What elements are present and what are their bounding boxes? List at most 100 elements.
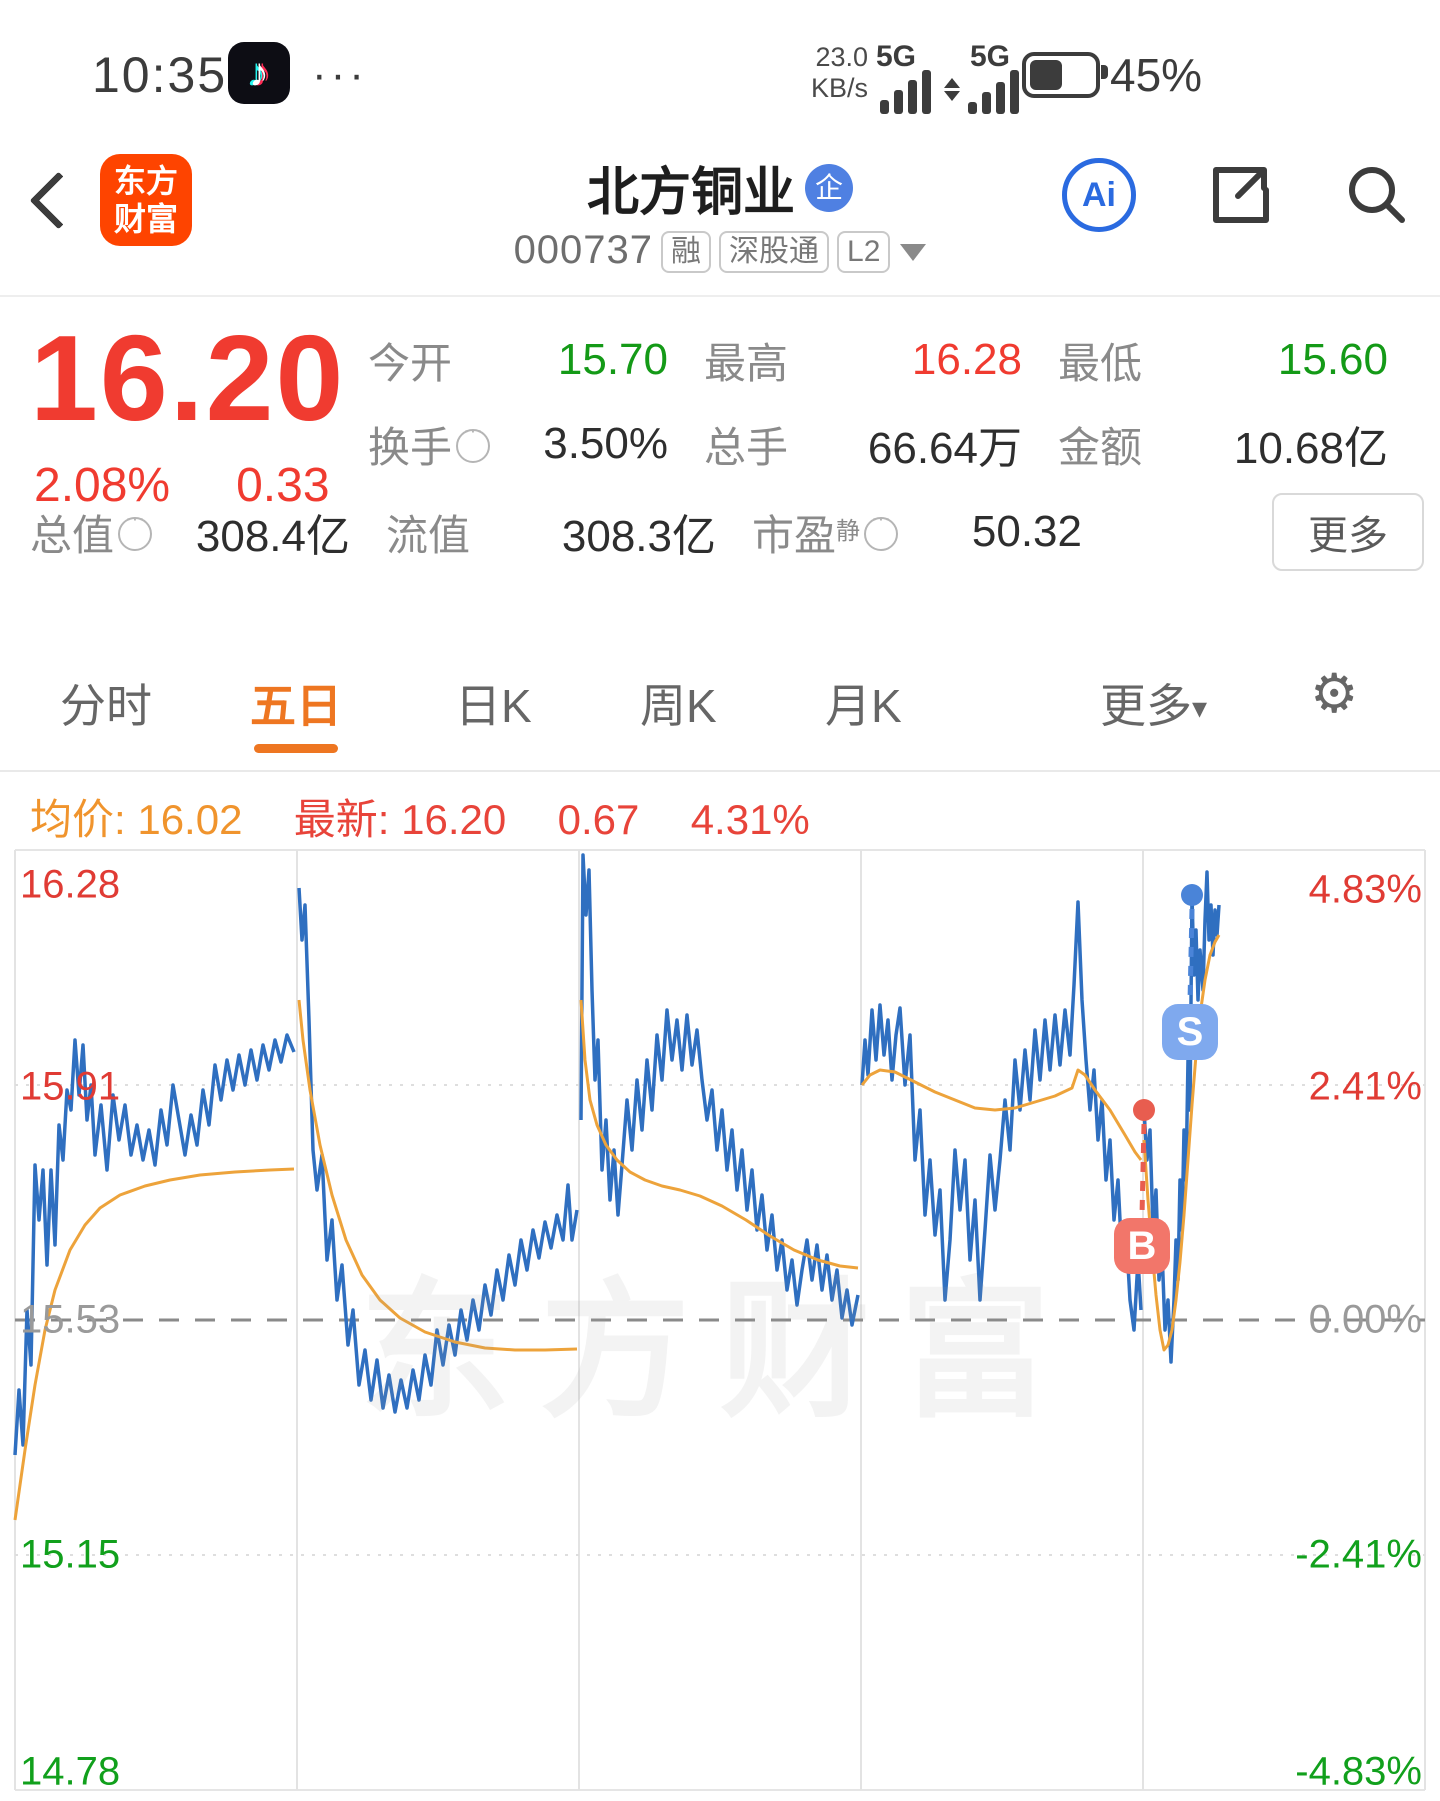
share-icon: [1213, 167, 1269, 223]
search-button[interactable]: [1344, 162, 1408, 231]
avg-line: [13, 1167, 295, 1521]
enterprise-badge[interactable]: 企: [805, 163, 853, 212]
battery-icon: [1022, 52, 1108, 98]
current-price: 16.20: [30, 310, 346, 446]
tab-more-label: 更多: [1100, 680, 1192, 732]
signal-bars-1-icon: [880, 70, 931, 114]
sim1-5g-label: 5G: [876, 40, 917, 73]
info-ellipsis-icon[interactable]: [456, 420, 491, 463]
stat-value: 50.32: [971, 507, 1082, 556]
tab-selected-1[interactable]: 五日: [250, 680, 342, 732]
active-tab-underline: [254, 744, 338, 753]
stat-label: 今开: [368, 339, 453, 387]
avg-line: [1142, 934, 1221, 1352]
ai-assistant-button[interactable]: Ai: [1062, 158, 1136, 232]
stat-value: 308.4亿: [195, 512, 350, 561]
search-icon: [1349, 167, 1405, 223]
stat-pair: 流值 308.3亿: [386, 500, 716, 564]
left-axis-price-label: 16.28: [20, 862, 121, 907]
info-ellipsis-icon[interactable]: [118, 508, 153, 551]
stat-pair: 换手 3.50%: [368, 414, 668, 475]
left-axis-price-label: 15.91: [20, 1064, 121, 1109]
stat-pair: 最高 16.28: [704, 330, 1022, 391]
tab-2[interactable]: 日K: [455, 680, 532, 732]
title-bar: 东方 财富 北方铜业企 000737 融深股通 L2 Ai: [0, 150, 1440, 295]
stat-label: 流值: [386, 511, 471, 559]
tab-3[interactable]: 周K: [640, 680, 717, 732]
stat-value: 3.50%: [543, 419, 668, 468]
stat-value: 10.68亿: [1233, 424, 1388, 473]
clock-time: 10:35: [92, 47, 228, 103]
right-axis-percent-label: -2.41%: [1295, 1532, 1422, 1577]
right-axis-percent-label: 2.41%: [1308, 1064, 1422, 1109]
stat-pair: 金额 10.68亿: [1058, 412, 1388, 476]
right-axis-percent-label: -4.83%: [1295, 1749, 1422, 1794]
stock-name: 北方铜业: [586, 164, 795, 222]
status-bar: 10:35 ♪ ··· 23.0 KB/s 5G 5G 45%: [0, 36, 1440, 120]
change-percent: 2.08%: [34, 459, 171, 512]
divider: [0, 295, 1440, 297]
info-ellipsis-icon[interactable]: [864, 508, 899, 551]
tab-4[interactable]: 月K: [825, 680, 902, 732]
stat-label: 最高: [704, 339, 789, 387]
price-change-line: 2.08% 0.33: [34, 458, 330, 513]
avg-line: [297, 999, 578, 1352]
eastmoney-logo[interactable]: 东方 财富: [100, 154, 192, 246]
stat-label: 总值: [30, 511, 115, 559]
avg-line: [579, 999, 859, 1270]
stock-code: 000737: [513, 228, 654, 272]
buy-dashed-connector: [1139, 1123, 1147, 1217]
stock-subline: 000737 融深股通 L2: [0, 228, 1440, 274]
latest-label: 最新:: [293, 796, 390, 843]
stat-label: 金额: [1058, 423, 1143, 471]
avg-label: 均价:: [30, 796, 126, 843]
chart-tabs: 分时 五日 日K 周K 月K 更多▾ ⚙: [0, 648, 1440, 772]
logo-text-bottom: 财富: [113, 201, 178, 237]
stat-pair: 总值 308.4亿: [30, 500, 350, 564]
latest-value: 16.20: [401, 796, 507, 843]
battery-percent: 45%: [1110, 49, 1203, 101]
network-speed-unit: KB/s: [810, 73, 868, 103]
change-absolute: 0.33: [236, 459, 330, 512]
eastmoney-watermark: 东方财富: [359, 1267, 1080, 1435]
stat-value: 15.70: [557, 335, 668, 384]
stat-pair: 总手 66.64万: [704, 412, 1022, 476]
stat-label: 市盈: [752, 511, 837, 559]
stock-header: 北方铜业企: [0, 150, 1440, 225]
stat-value: 66.64万: [867, 424, 1022, 473]
chart-info-bar: 均价: 16.02 最新: 16.20 0.67 4.31%: [30, 786, 810, 847]
data-updown-arrows-icon: [944, 78, 960, 101]
network-speed-value: 23.0: [815, 42, 868, 72]
settings-gear-icon[interactable]: ⚙: [1310, 664, 1359, 724]
tiktok-notification-icon: ♪: [228, 42, 290, 104]
stat-value: 16.28: [911, 335, 1022, 384]
share-button[interactable]: [1208, 162, 1272, 231]
left-axis-price-label: 14.78: [20, 1749, 121, 1794]
chevron-down-icon[interactable]: [900, 243, 927, 261]
price-line: [13, 1033, 296, 1456]
stock-tags: 融深股通 L2: [653, 228, 891, 274]
stat-pair: 市盈静50.32: [752, 502, 1082, 563]
left-axis-price-label: 15.15: [20, 1532, 121, 1577]
more-stats-button[interactable]: 更多: [1272, 493, 1424, 571]
stat-value: 15.60: [1277, 335, 1388, 384]
price-line: [297, 887, 579, 1414]
stock-tag-badge: L2: [837, 231, 891, 274]
sell-dashed-connector: [1187, 908, 1195, 1003]
music-note-glyph: ♪: [249, 50, 269, 95]
tab-more[interactable]: 更多▾: [1100, 680, 1208, 732]
tab-0[interactable]: 分时: [60, 680, 152, 732]
stat-pair: 今开 15.70: [368, 330, 668, 391]
price-line: [860, 900, 1143, 1332]
stats-row-1: 今开 15.70 最高 16.28 最低 15.60: [368, 318, 1424, 402]
logo-text-top: 东方: [113, 163, 178, 199]
right-axis-percent-label: 0.00%: [1308, 1297, 1422, 1342]
stat-pair: 最低 15.60: [1058, 330, 1388, 391]
stat-label: 最低: [1058, 339, 1143, 387]
avg-value: 16.02: [137, 796, 243, 843]
